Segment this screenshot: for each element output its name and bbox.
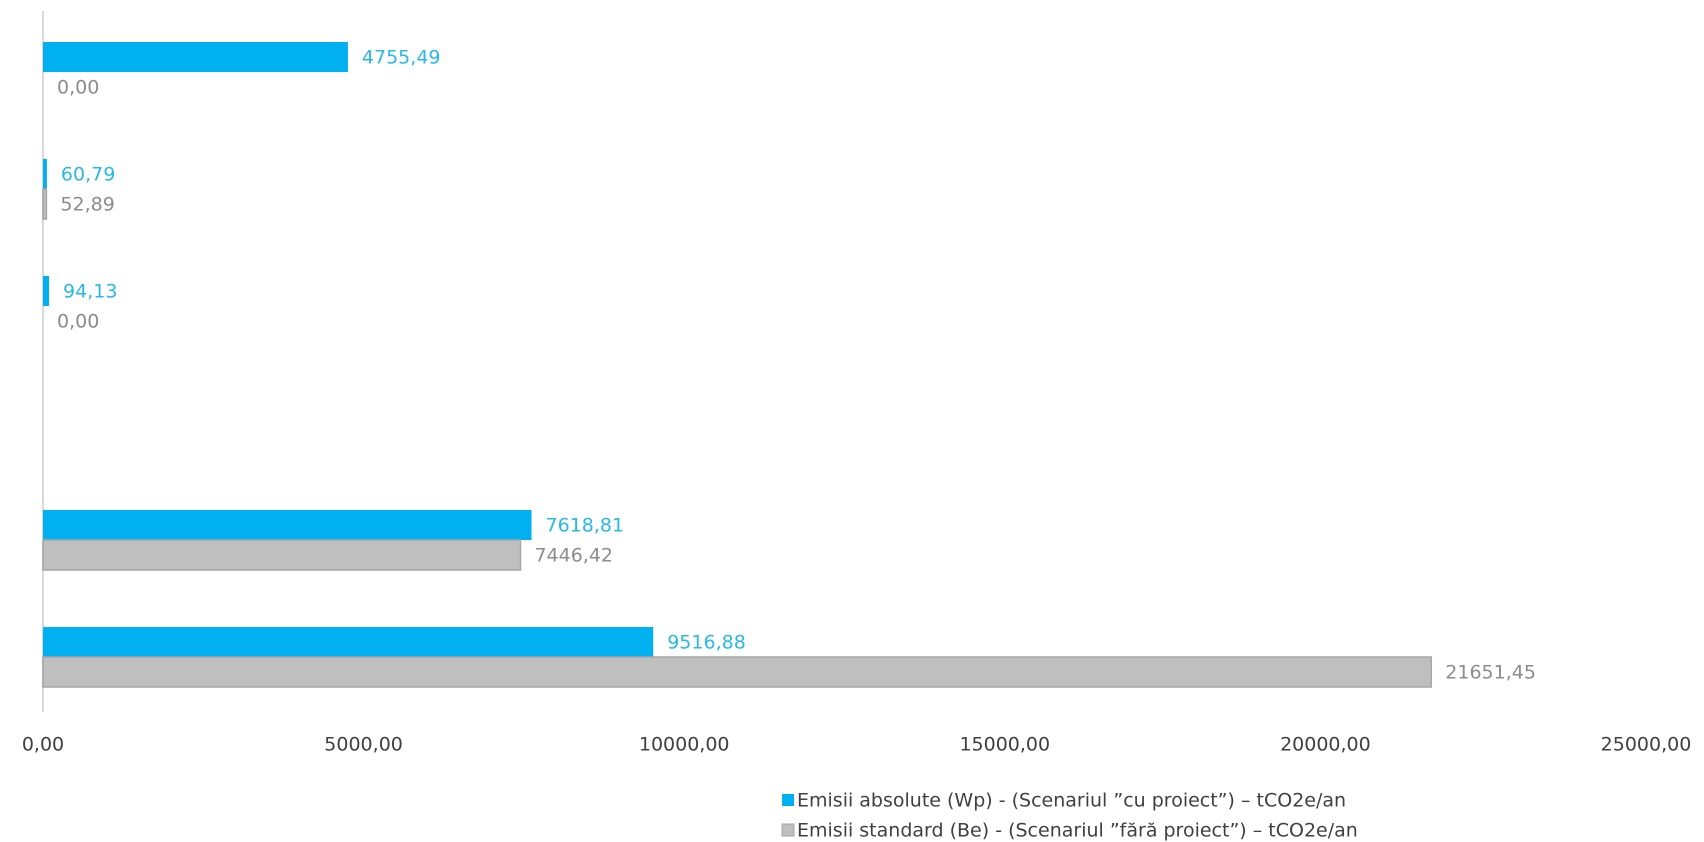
- data-label: 0,00: [57, 311, 99, 333]
- bar: [42, 539, 522, 571]
- x-tick-label: 10000,00: [639, 734, 730, 756]
- legend-swatch: [782, 794, 794, 806]
- data-label: 4755,49: [362, 47, 441, 69]
- x-tick-label: 5000,00: [324, 734, 403, 756]
- data-label: 21651,45: [1445, 662, 1536, 684]
- legend-label: Emisii standard (Be) - (Scenariul ”fără …: [797, 820, 1358, 842]
- x-tick-label: 25000,00: [1601, 734, 1692, 756]
- legend-label: Emisii absolute (Wp) - (Scenariul ”cu pr…: [797, 790, 1346, 812]
- data-label: 0,00: [57, 77, 99, 99]
- x-tick-label: 0,00: [22, 734, 64, 756]
- legend-swatch: [781, 823, 795, 837]
- bar: [43, 42, 348, 72]
- data-label: 7446,42: [534, 545, 613, 567]
- data-label: 7618,81: [546, 515, 625, 537]
- bar: [42, 188, 48, 220]
- x-tick-label: 20000,00: [1280, 734, 1371, 756]
- data-label: 94,13: [63, 281, 117, 303]
- bar: [43, 159, 47, 189]
- bar: [43, 276, 50, 306]
- x-tick-label: 15000,00: [959, 734, 1050, 756]
- data-label: 9516,88: [667, 632, 746, 654]
- bar: [43, 627, 654, 657]
- data-label: 60,79: [61, 164, 115, 186]
- bar: [42, 656, 1433, 688]
- data-label: 52,89: [60, 194, 114, 216]
- bar: [43, 510, 532, 540]
